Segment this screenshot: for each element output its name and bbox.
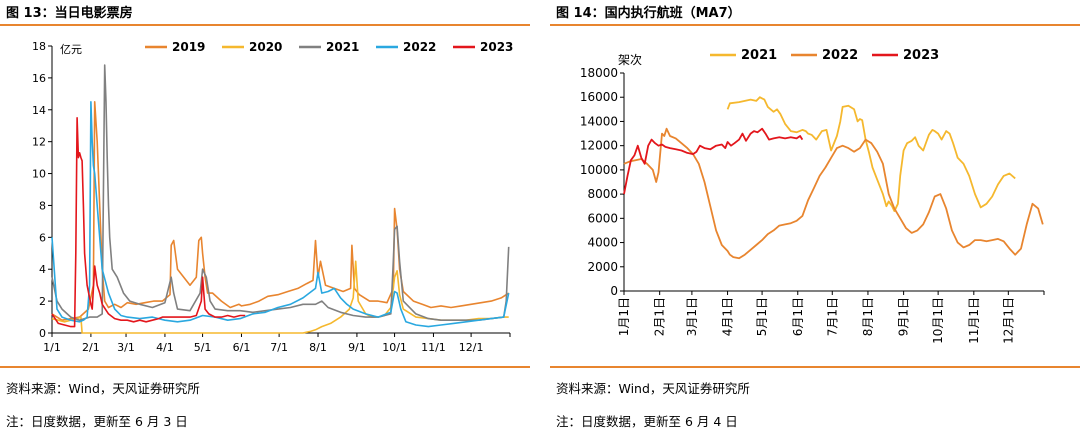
box-office-chart: 0 2 4 6 8 10 12 14 16 18 1/1 2/1 3/1 4/1 5/1 6/1 7/1 8/1 9… (32, 40, 513, 354)
legend-label: 2022 (403, 40, 436, 54)
x-tick-label: 8月1日 (861, 297, 875, 336)
y-tick-label: 0 (39, 327, 46, 340)
x-tick-label: 9/1 (348, 341, 366, 354)
legend-item-2020: 2020 (222, 40, 282, 54)
y-tick-label: 6 (39, 231, 46, 244)
legend-item-2021: 2021 (299, 40, 359, 54)
y-tick-label: 8 (39, 199, 46, 212)
series-line-2020 (51, 260, 509, 334)
y-unit-label: 架次 (618, 53, 642, 67)
y-tick-label: 18000 (580, 66, 618, 80)
y-tick-label: 12 (32, 136, 46, 149)
x-tick-label: 1月1日 (617, 297, 631, 336)
x-tick-label: 12月1日 (1001, 297, 1015, 344)
x-tick-label: 7月1日 (825, 297, 839, 336)
y-unit-label: 亿元 (60, 43, 82, 56)
source-text: 资料来源：Wind，天风证券研究所 (6, 381, 200, 396)
x-tick-label: 6月1日 (791, 297, 805, 336)
series-line-2023 (51, 117, 246, 328)
x-tick-label: 8/1 (309, 341, 327, 354)
figure-title: 图 14：国内执行航班（MA7） (556, 6, 741, 21)
y-tick-label: 8000 (587, 187, 618, 201)
y-tick-label: 14000 (580, 114, 618, 128)
y-tick-label: 0 (610, 284, 618, 298)
legend-label: 2021 (741, 48, 777, 63)
right-panel: 图 14：国内执行航班（MA7） 0 2000 4000 6000 8000 10000 1… (550, 0, 1080, 432)
legend-item-2021: 2021 (710, 48, 777, 63)
y-tick-label: 18 (32, 40, 46, 53)
x-tick-label: 4/1 (156, 341, 174, 354)
y-tick-label: 2 (39, 295, 46, 308)
figure-title: 图 13：当日电影票房 (6, 6, 133, 21)
y-tick-label: 10 (32, 168, 46, 181)
y-tick-label: 16 (32, 72, 46, 85)
series-line-2023 (623, 127, 804, 195)
legend-label: 2023 (903, 48, 939, 63)
x-tick-label: 11/1 (421, 341, 446, 354)
y-tick-label: 4 (39, 263, 46, 276)
x-tick-label: 9月1日 (897, 297, 911, 336)
x-tick-label: 10/1 (382, 341, 407, 354)
legend-item-2019: 2019 (145, 40, 205, 54)
legend-item-2023: 2023 (872, 48, 939, 63)
source-text: 资料来源：Wind，天风证券研究所 (556, 381, 750, 396)
x-tick-label: 6/1 (233, 341, 251, 354)
legend-item-2023: 2023 (453, 40, 513, 54)
series-line-2022 (51, 101, 510, 328)
x-tick-label: 2月1日 (653, 297, 667, 336)
x-tick-label: 5/1 (194, 341, 212, 354)
series-line-2022 (623, 127, 1044, 260)
source-rule (0, 366, 530, 368)
y-tick-label: 4000 (587, 236, 618, 250)
x-tick-label: 2/1 (82, 341, 100, 354)
x-tick-label: 4月1日 (721, 297, 735, 336)
legend-label: 2023 (480, 40, 513, 54)
title-rule (0, 24, 530, 26)
note-text: 注：日度数据，更新至 6 月 3 日 (6, 414, 188, 429)
flights-chart: 0 2000 4000 6000 8000 10000 12000 14000 16000 180… (580, 48, 1045, 344)
series-line-2021 (726, 96, 1016, 213)
x-tick-label: 3月1日 (685, 297, 699, 336)
left-panel: 图 13：当日电影票房 0 2 4 6 8 10 12 14 16 18 1/1 2/1 3/1 4/1 5… (0, 0, 530, 432)
y-tick-label: 14 (32, 104, 46, 117)
legend-label: 2020 (249, 40, 282, 54)
y-tick-label: 2000 (587, 260, 618, 274)
x-tick-label: 7/1 (270, 341, 288, 354)
legend-item-2022: 2022 (376, 40, 436, 54)
x-tick-label: 1/1 (43, 341, 61, 354)
legend-label: 2021 (326, 40, 359, 54)
y-tick-label: 16000 (580, 90, 618, 104)
y-tick-label: 10000 (580, 163, 618, 177)
series-line-2021 (51, 64, 510, 322)
y-tick-label: 12000 (580, 139, 618, 153)
x-tick-label: 5月1日 (755, 297, 769, 336)
x-tick-label: 3/1 (117, 341, 135, 354)
legend-item-2022: 2022 (791, 48, 858, 63)
legend-label: 2022 (822, 48, 858, 63)
legend-label: 2019 (172, 40, 205, 54)
x-tick-label: 10月1日 (931, 297, 945, 344)
x-tick-label: 11月1日 (967, 297, 981, 344)
note-text: 注：日度数据，更新至 6 月 4 日 (556, 414, 738, 429)
source-rule (550, 366, 1080, 368)
x-tick-label: 12/1 (459, 341, 484, 354)
title-rule (550, 24, 1080, 26)
y-tick-label: 6000 (587, 211, 618, 225)
